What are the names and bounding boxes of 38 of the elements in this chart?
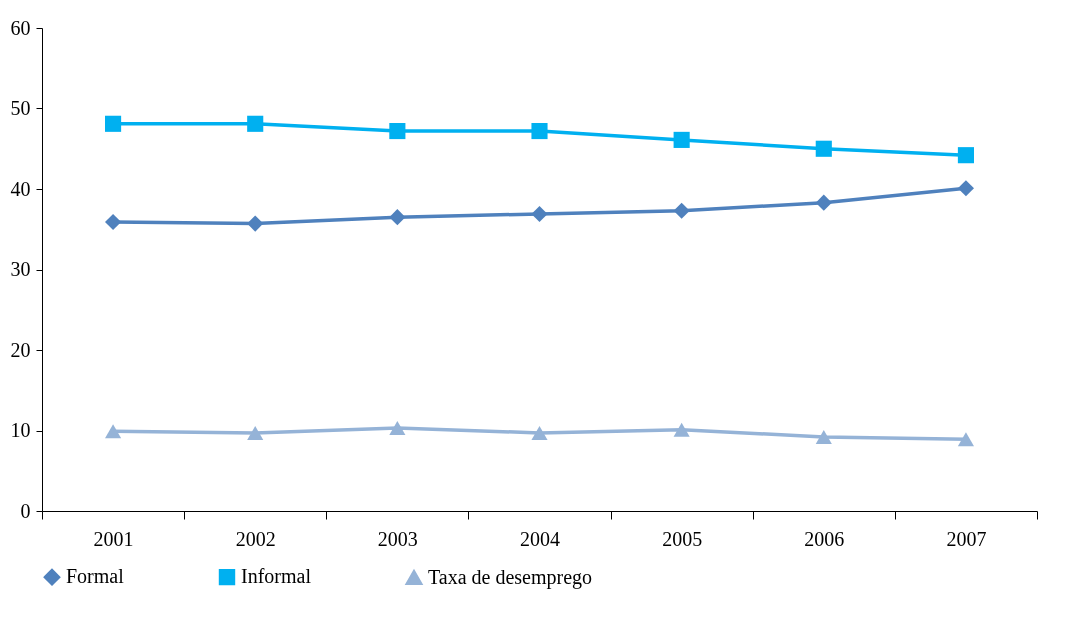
legend-label: Informal bbox=[241, 565, 312, 588]
point bbox=[389, 209, 406, 226]
x-tick-label: 2006 bbox=[804, 527, 845, 550]
y-tick-label: 50 bbox=[10, 97, 31, 119]
point bbox=[957, 180, 974, 197]
y-tick-label: 20 bbox=[10, 338, 31, 361]
point bbox=[247, 115, 264, 132]
y-tick-label: 40 bbox=[10, 177, 31, 200]
point bbox=[389, 122, 406, 140]
point bbox=[673, 131, 690, 148]
point bbox=[247, 425, 264, 440]
point bbox=[957, 147, 974, 164]
y-tick-label: 0 bbox=[20, 499, 31, 522]
legend-label: Formal bbox=[66, 565, 125, 588]
x-tick-label: 2001 bbox=[93, 527, 134, 550]
point bbox=[105, 424, 122, 439]
point bbox=[247, 215, 264, 232]
legend-label: Taxa de desemprego bbox=[428, 565, 593, 589]
point bbox=[957, 432, 974, 447]
x-tick-label: 2005 bbox=[662, 527, 703, 550]
point bbox=[673, 422, 690, 437]
point bbox=[531, 122, 548, 140]
point bbox=[105, 115, 122, 132]
point bbox=[815, 140, 832, 157]
point bbox=[105, 213, 122, 231]
y-tick-label: 60 bbox=[10, 16, 31, 39]
y-tick-label: 30 bbox=[10, 258, 31, 280]
point bbox=[815, 194, 832, 211]
x-tick-label: 2002 bbox=[235, 527, 276, 550]
x-tick-label: 2007 bbox=[946, 527, 987, 550]
x-tick-label: 2004 bbox=[520, 527, 560, 550]
x-tick-label: 2003 bbox=[377, 527, 418, 550]
point bbox=[389, 421, 406, 436]
y-tick-label: 10 bbox=[10, 419, 31, 441]
point bbox=[531, 205, 548, 223]
point bbox=[815, 429, 832, 444]
point bbox=[531, 425, 548, 440]
point bbox=[673, 202, 690, 219]
